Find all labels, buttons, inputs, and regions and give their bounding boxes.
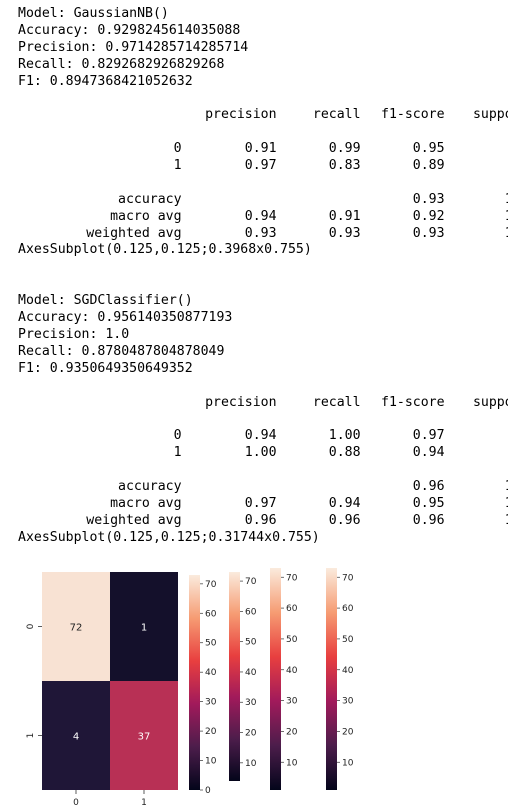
- report-row-class-1: 10.970.830.8941: [173, 158, 445, 174]
- heatmap-cell-label: 72: [70, 623, 83, 634]
- axes-subplot-repr: AxesSubplot(0.125,0.125;0.31744x0.755): [18, 529, 320, 545]
- heatmap-cell-0-0: [42, 572, 110, 681]
- heatmap-cell-label: 4: [73, 732, 79, 743]
- colorbar-tick-label: 20: [245, 729, 257, 739]
- colorbar-1: [229, 572, 240, 781]
- precision-line: Precision: 0.9714285714285714: [18, 39, 249, 55]
- colorbar-tick-label: 40: [286, 666, 298, 676]
- colorbar-tick-label: 50: [286, 635, 298, 645]
- colorbar-tick-label: 30: [286, 697, 298, 707]
- colorbar-tick-label: 10: [342, 758, 354, 768]
- colorbar-tick-label: 20: [205, 727, 217, 737]
- precision-line: Precision: 1.0: [18, 326, 130, 342]
- colorbar-tick-label: 70: [205, 580, 217, 590]
- colorbar-tick-label: 20: [342, 727, 354, 737]
- accuracy-line: Accuracy: 0.956140350877193: [18, 310, 233, 326]
- colorbar-tick-label: 50: [342, 635, 354, 645]
- model-block-sgdclassifier: Model: SGDClassifier() Accuracy: 0.95614…: [18, 293, 508, 546]
- report-row-class-1: 11.000.880.9441: [173, 445, 445, 461]
- heatmap-cell-0-1: [110, 572, 178, 681]
- f1-line: F1: 0.8947368421052632: [18, 73, 193, 89]
- colorbar-tick-label: 30: [245, 698, 257, 708]
- colorbar-tick-label: 50: [245, 638, 257, 648]
- heatmap-cell-1-1: [110, 681, 178, 790]
- report-row-class-0: 00.941.000.9773: [173, 428, 445, 444]
- notebook-output: Model: GaussianNB() Accuracy: 0.92982456…: [18, 6, 508, 547]
- colorbar-tick-label: 40: [245, 668, 257, 678]
- axes-subplot-repr: AxesSubplot(0.125,0.125;0.3968x0.755): [18, 242, 312, 258]
- y-tick-label: 0: [26, 623, 36, 629]
- colorbar-tick-label: 60: [286, 604, 298, 614]
- colorbar-tick-label: 40: [342, 666, 354, 676]
- confusion-matrix-figure: 72 1 4 37 70 60 50 40 30 20 10 0 70 60 50 40 30 20 10 70 60…: [0, 556, 508, 808]
- accuracy-line: Accuracy: 0.9298245614035088: [18, 22, 241, 38]
- colorbar-tick-label: 10: [286, 758, 298, 768]
- f1-line: F1: 0.9350649350649352: [18, 360, 193, 376]
- colorbar-2: [270, 568, 281, 790]
- heatmap-cell-label: 37: [138, 732, 151, 743]
- colorbar-tick-label: 50: [205, 639, 217, 649]
- colorbar-tick-label: 70: [245, 577, 257, 587]
- report-row-class-0: 00.910.990.9573: [173, 141, 445, 157]
- confusion-matrix-heatmap: 72 14 37 706050403020100706050403020107060…: [26, 568, 354, 808]
- y-tick-label: 1: [26, 733, 36, 739]
- recall-line: Recall: 0.8292682926829268: [18, 56, 225, 72]
- colorbar-3: [326, 568, 337, 790]
- model-name-line: Model: SGDClassifier(): [18, 293, 193, 309]
- colorbar-tick-label: 30: [342, 697, 354, 707]
- colorbar-tick-label: 40: [205, 668, 217, 678]
- colorbar-tick-label: 10: [205, 757, 217, 767]
- colorbar-tick-label: 70: [286, 573, 298, 583]
- colorbar-tick-label: 0: [205, 786, 211, 796]
- heatmap-cell-label: 1: [141, 623, 147, 634]
- colorbar-tick-label: 60: [342, 604, 354, 614]
- x-tick-label: 1: [141, 798, 147, 808]
- colorbar-tick-label: 30: [205, 698, 217, 708]
- x-tick-label: 0: [73, 798, 79, 808]
- model-block-gaussiannb: Model: GaussianNB() Accuracy: 0.92982456…: [18, 6, 508, 259]
- colorbar-0: [189, 575, 200, 790]
- colorbar-tick-label: 20: [286, 727, 298, 737]
- colorbar-tick-label: 70: [342, 573, 354, 583]
- heatmap-cell-1-0: [42, 681, 110, 790]
- colorbar-tick-label: 10: [245, 759, 257, 769]
- recall-line: Recall: 0.8780487804878049: [18, 343, 225, 359]
- colorbar-tick-label: 60: [205, 609, 217, 619]
- model-name-line: Model: GaussianNB(): [18, 6, 169, 21]
- colorbar-tick-label: 60: [245, 607, 257, 617]
- blank-lines: [18, 259, 508, 293]
